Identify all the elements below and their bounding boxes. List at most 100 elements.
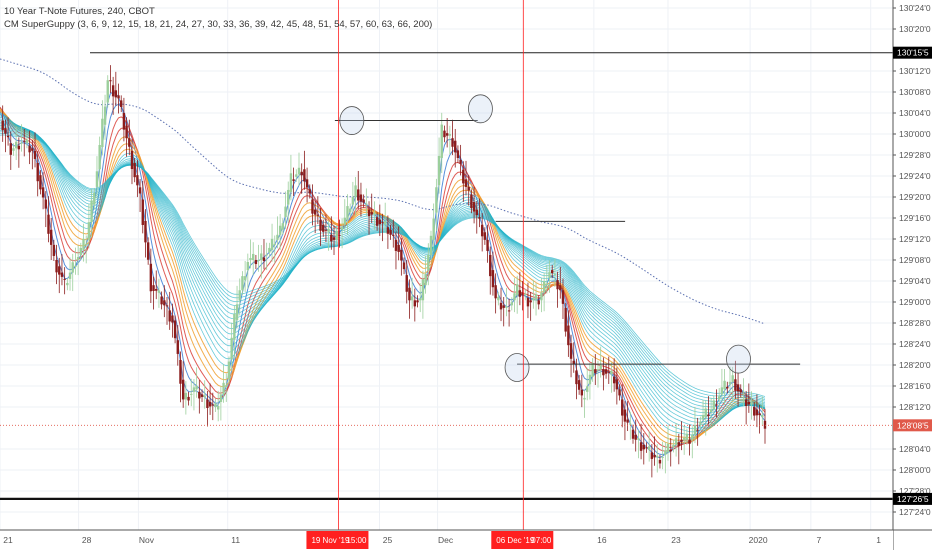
candle-body [316,214,320,216]
candle-body [486,239,489,251]
candle-body [146,242,150,260]
candle-body [330,234,333,242]
candle-body [313,209,317,215]
candle-body [351,197,355,205]
candle-body [268,247,271,253]
candle-body [4,128,7,134]
price-tick-label: 128'12'0 [899,402,931,412]
candle-body [101,118,104,148]
candle-body [666,443,670,453]
candle-body [429,235,433,255]
candle-body [701,415,705,420]
candle-body [249,257,252,260]
candle-body [588,374,592,385]
candle-body [677,442,681,446]
candle-body [343,217,346,225]
candle-body [270,238,274,250]
time-tick-label: Dec [438,535,454,545]
candle-body [602,369,605,376]
candles [1,65,767,478]
candle-body [305,179,309,188]
candle-body [572,360,575,365]
candle-body [327,228,330,233]
candle-body [537,300,540,305]
candle-body [507,310,511,312]
price-tick-label: 128'24'0 [899,339,931,349]
candle-body [704,408,707,418]
candle-body [408,287,411,301]
candle-body [200,394,204,397]
drawings[interactable] [0,0,893,530]
candle-body [25,139,29,144]
candle-body [383,221,387,225]
candle-body [12,148,15,151]
candle-body [319,219,322,231]
candle-body [39,175,42,190]
candle-body [734,379,737,391]
candle-body [187,396,190,401]
candle-body [750,402,753,405]
time-tick-label: Nov [139,535,155,545]
ema-45-line [0,123,766,414]
candle-body [462,169,465,184]
candle-body [621,399,624,416]
candle-body [225,385,228,387]
price-level-label: 130'15'5 [897,48,929,58]
candle-body [160,296,163,305]
candle-body [637,438,640,440]
price-label-badge [893,419,932,432]
candle-body [400,249,403,261]
candle-body [763,420,767,429]
time-tick-label: 23 [671,535,681,545]
price-axis[interactable]: 130'24'0 130'20'0 130'12'0 130'08'0 130'04'0… [892,0,932,550]
candle-body [553,274,557,276]
candle-body [370,212,373,215]
candle-body [173,320,177,339]
candle-body [696,429,699,431]
candle-body [421,279,425,301]
time-marker-time: 07:00 [531,536,552,545]
candle-body [354,185,357,197]
candle-body [141,199,144,225]
candle-body [693,425,697,435]
price-tick-label: 128'20'0 [899,360,931,370]
candle-body [254,260,258,265]
candle-body [682,437,686,440]
candle-body [184,392,188,400]
grid [0,0,893,530]
candle-body [300,171,303,176]
candle-body [437,155,441,186]
candle-body [634,434,637,440]
candle-body [276,234,279,240]
candle-body [198,391,201,399]
price-tick-label: 129'08'0 [899,255,931,265]
price-tick-label: 129'12'0 [899,234,931,244]
candle-body [246,262,250,271]
candle-body [203,395,206,397]
candle-body [295,174,298,177]
candle-body [47,214,50,234]
candle-body [489,254,492,277]
indicator-title[interactable]: CM SuperGuppy (3, 6, 9, 12, 15, 18, 21, … [4,19,433,30]
candle-body [548,272,551,278]
candle-body [521,292,524,296]
candle-body [726,386,729,389]
candle-body [596,369,600,371]
candle-body [362,199,365,203]
candle-body [308,189,311,194]
candle-body [17,145,21,150]
candle-body [6,135,10,138]
candle-body [515,284,519,296]
candle-body [60,272,64,277]
candle-body [739,389,742,393]
ema-33-line [0,117,766,426]
candle-body [454,140,457,153]
candle-body [478,217,481,219]
candle-body [728,381,732,385]
candle-body [664,450,667,455]
candle-body [9,143,12,155]
candle-body [192,387,196,392]
candle-body [289,173,293,192]
